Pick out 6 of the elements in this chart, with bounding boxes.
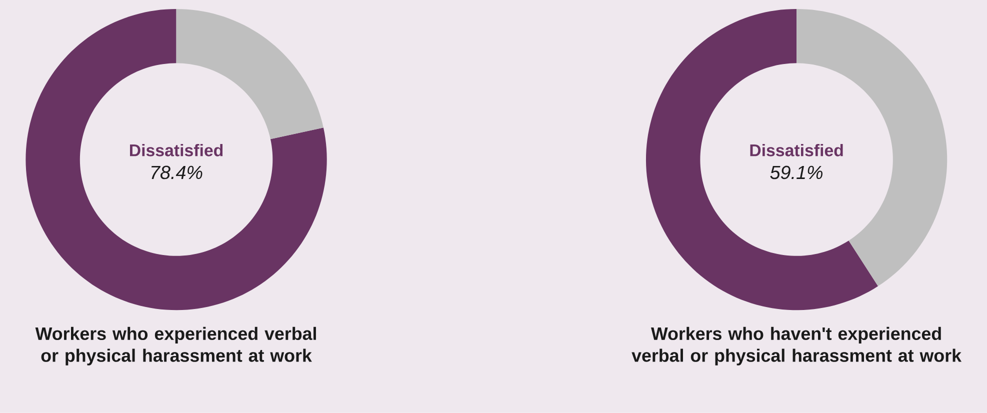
slice-label: Dissatisfied [130,144,223,156]
text: Workers who experienced verbal or physical harassment at work [35,326,316,366]
text: Workers who haven't experienced verbal or physical harassment at work [632,326,962,366]
slice-label: Dissatisfied [750,144,843,156]
data-label: 59.1% [770,166,822,180]
data-label: 78.4% [151,166,202,180]
